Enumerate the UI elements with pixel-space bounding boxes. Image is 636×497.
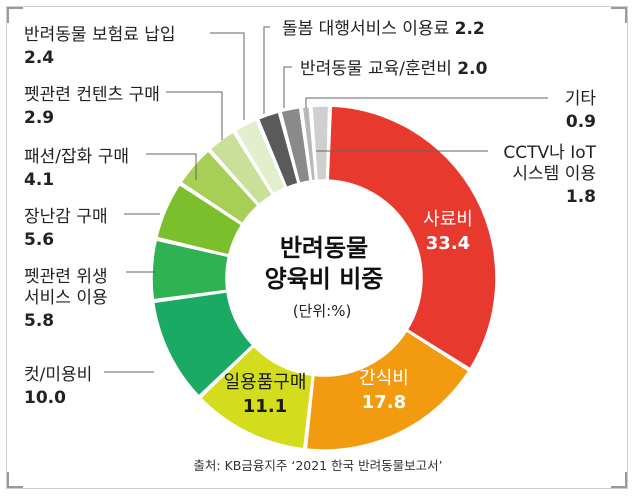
slice-3: [152, 291, 254, 397]
frame-corner-top-right: [611, 7, 627, 23]
slice-value-4: 5.8: [24, 311, 54, 331]
chart-title-line-2: 양육비 비중: [265, 265, 384, 293]
slice-value-0: 33.4: [426, 233, 470, 254]
slice-value-10: 2.0: [457, 59, 487, 79]
slice-7: [209, 130, 274, 206]
slice-value-7: 2.9: [24, 108, 54, 128]
slice-labels: 사료비 33.4 간식비 17.8 일용품구매 11.1 컷/미용비 10.0 펫관련 위생서비…: [24, 19, 597, 417]
source-note: 출처: KB금융지주 ‘2021 한국 반려동물보고서’: [193, 458, 442, 473]
leader-line-8: [210, 32, 245, 120]
slice-label-7: 펫관련 컨텐츠 구매: [24, 85, 160, 105]
slice-label-2: 일용품구매: [224, 372, 307, 393]
slice-value-1: 17.8: [362, 392, 406, 413]
leader-line-7: [166, 91, 223, 140]
slice-value-6: 4.1: [24, 170, 54, 190]
donut-slices: [151, 105, 497, 451]
slice-0: [327, 105, 497, 370]
slice-label-0: 사료비: [423, 209, 473, 230]
slice-label-10: 반려동물 교육/훈련비 2.0: [300, 59, 488, 79]
leader-line-9: [263, 26, 270, 114]
slice-value-11: 0.9: [566, 112, 596, 132]
slice-label-9: 돌봄 대행서비스 이용료 2.2: [282, 19, 485, 39]
slice-label-5: 장난감 구매: [24, 207, 108, 227]
slice-10: [280, 106, 311, 185]
slice-label-12-line-2: 시스템 이용: [512, 164, 596, 184]
leader-line-10: [283, 66, 292, 108]
slice-label-8: 반려동물 보험료 납입: [24, 25, 176, 45]
slice-value-5: 5.6: [24, 230, 54, 250]
chart-title-line-1: 반려동물: [280, 234, 368, 262]
frame-corner-bottom-left: [7, 472, 23, 488]
leader-line-11: [305, 97, 548, 108]
slice-value-2: 11.1: [243, 396, 287, 417]
slice-label-4-line-2: 서비스 이용: [24, 288, 108, 308]
unit-note: (단위:%): [293, 302, 352, 320]
slice-12: [311, 105, 330, 182]
slice-label-1: 간식비: [359, 368, 409, 389]
slice-5: [155, 183, 243, 256]
frame-corner-top-left: [7, 7, 23, 23]
slice-value-9: 2.2: [455, 19, 485, 39]
slice-value-3: 10.0: [24, 388, 66, 408]
slice-label-11: 기타: [565, 89, 597, 109]
slice-label-6: 패션/잡화 구매: [24, 147, 129, 167]
slice-6: [179, 149, 260, 225]
slice-value-8: 2.4: [24, 48, 54, 68]
slice-1: [305, 329, 470, 451]
slice-label-12: CCTV나 IoT: [503, 143, 596, 163]
slice-9: [257, 111, 299, 189]
leader-line-6: [146, 153, 197, 180]
slice-11: [301, 105, 317, 182]
slice-4: [151, 239, 230, 301]
slice-8: [234, 119, 287, 196]
slice-label-3: 컷/미용비: [24, 365, 92, 385]
slice-value-12: 1.8: [566, 187, 596, 207]
slice-2: [199, 345, 314, 450]
leader-lines: [104, 26, 548, 373]
frame-corner-bottom-right: [611, 472, 627, 488]
slice-label-4: 펫관련 위생: [24, 267, 108, 287]
